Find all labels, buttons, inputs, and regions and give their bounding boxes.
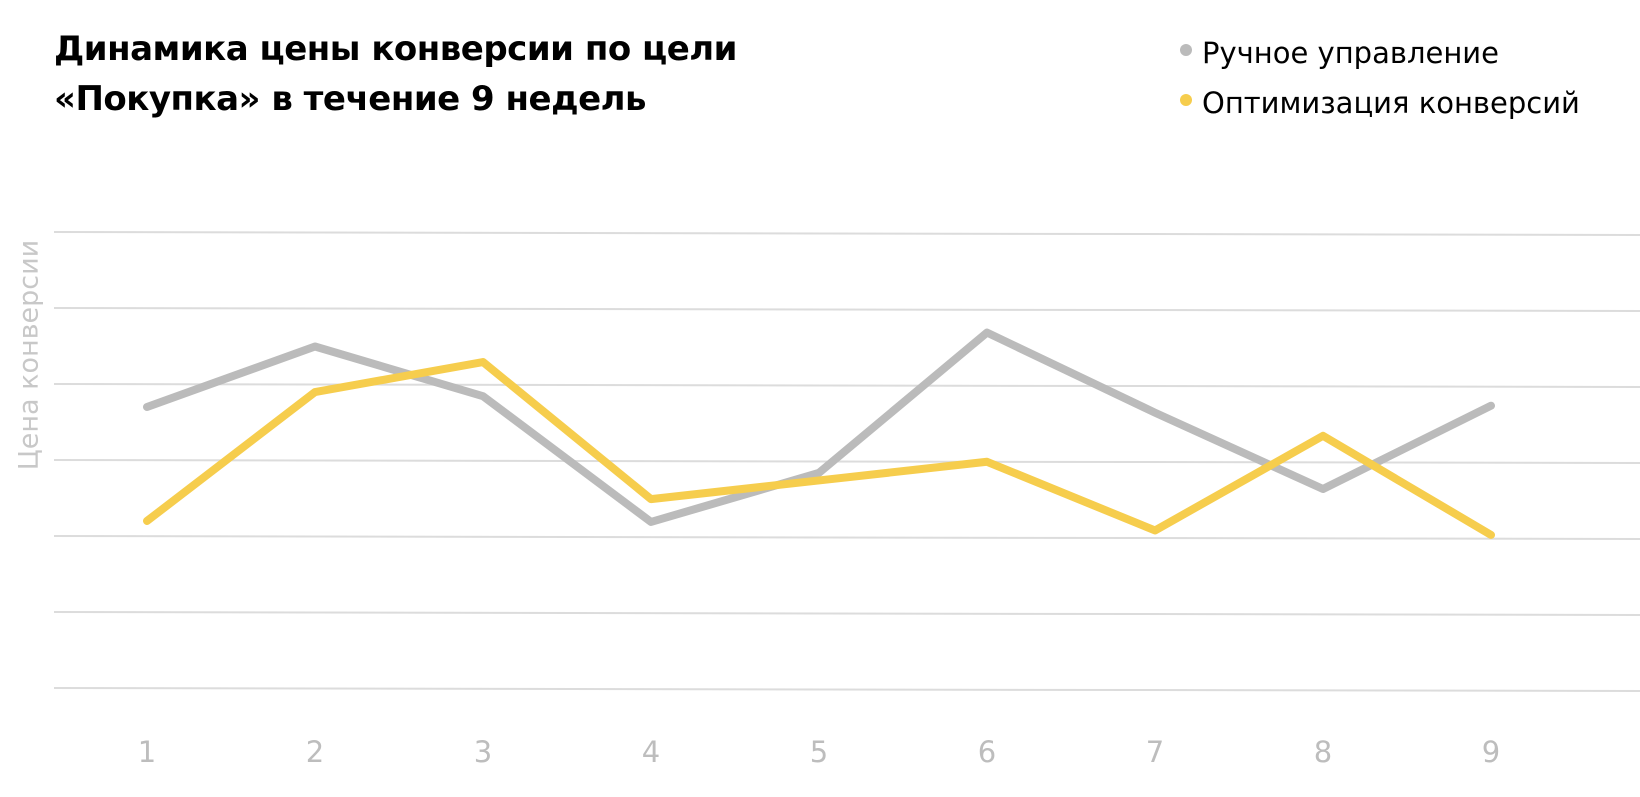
legend: Ручное управление Оптимизация конверсий [1180,28,1580,128]
legend-dot-manual [1180,44,1192,56]
grid-line [53,687,1640,692]
x-axis-ticks: 1 2 3 4 5 6 7 8 9 [138,735,1500,769]
grid-line [53,611,1640,616]
x-tick-label: 5 [810,735,828,769]
chart-title-line-1: Динамика цены конверсии по цели [54,29,738,69]
grid-lines [53,231,1640,692]
x-tick-label: 7 [1146,735,1164,769]
x-tick-label: 8 [1314,735,1332,769]
y-axis-label: Цена конверсии [14,240,45,470]
legend-label-manual: Ручное управление [1202,36,1499,70]
grid-line [53,307,1640,312]
grid-line [53,535,1640,540]
legend-dot-optimization [1180,94,1192,106]
series-line-optimization [143,358,1495,539]
legend-item-optimization: Оптимизация конверсий [1180,78,1580,128]
chart-title: Динамика цены конверсии по цели «Покупка… [54,24,738,124]
x-tick-label: 1 [138,735,156,769]
grid-line [53,383,1640,388]
legend-item-manual: Ручное управление [1180,28,1580,78]
legend-label-optimization: Оптимизация конверсий [1202,86,1580,120]
x-tick-label: 9 [1482,735,1500,769]
x-tick-label: 4 [642,735,660,769]
x-tick-label: 2 [306,735,324,769]
chart-title-line-2: «Покупка» в течение 9 недель [54,79,647,119]
grid-line [53,459,1640,464]
x-tick-label: 6 [978,735,996,769]
x-tick-label: 3 [474,735,492,769]
series-line-manual [143,328,1495,526]
series-lines [143,328,1495,539]
grid-line [53,231,1640,236]
